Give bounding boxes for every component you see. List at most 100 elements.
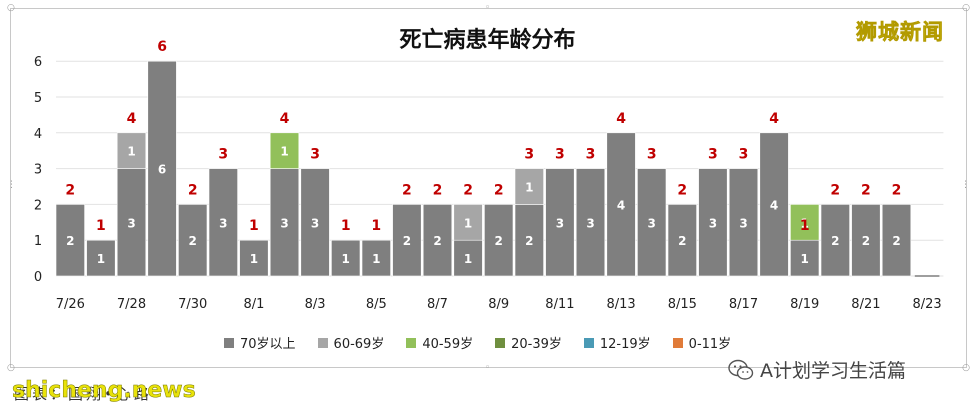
total-label: 2	[188, 182, 198, 198]
total-label: 4	[616, 111, 626, 127]
total-label: 4	[127, 111, 137, 127]
bar-segment	[86, 239, 116, 277]
bar-segment	[637, 168, 667, 277]
segment-label: 1	[801, 252, 809, 266]
bar-segment	[606, 132, 636, 277]
legend-label: 40-59岁	[422, 337, 474, 352]
resize-handle-left[interactable]: ⋮	[7, 180, 16, 190]
y-tick-label: 4	[34, 127, 42, 142]
resize-handle-bottom[interactable]: ◦	[485, 363, 491, 373]
x-tick-label: 8/17	[729, 297, 758, 312]
legend-label: 12-19岁	[599, 337, 651, 352]
segment-label: 1	[250, 252, 258, 266]
x-tick-label: 7/26	[56, 297, 85, 312]
legend-item: 40-59岁	[406, 333, 473, 352]
total-label: 3	[218, 147, 228, 163]
total-label: 3	[739, 147, 749, 163]
segment-label: 2	[678, 234, 686, 248]
total-label: 4	[280, 111, 290, 127]
resize-handle-right[interactable]: ⋮	[961, 180, 970, 190]
total-label: 2	[830, 182, 840, 198]
brand-logo: 狮城新闻	[856, 20, 944, 45]
total-label: 1	[341, 218, 351, 234]
x-tick-label: 8/7	[427, 297, 448, 312]
x-tick-label: 8/11	[545, 297, 574, 312]
resize-handle-bottom-right[interactable]: ○	[962, 363, 970, 373]
total-label: 6	[157, 39, 167, 55]
resize-handle-top-right[interactable]: ○	[962, 3, 970, 13]
segment-label: 3	[739, 216, 747, 230]
bar-segment	[331, 239, 361, 277]
chart-legend: 70岁以上 60-69岁 40-59岁 20-39岁 12-19岁 0-11岁	[224, 333, 731, 352]
bar-segment	[728, 168, 759, 277]
legend-item: 12-19岁	[583, 333, 651, 352]
x-tick-label: 7/28	[117, 297, 146, 312]
y-tick-label: 5	[34, 91, 42, 106]
y-tick-label: 3	[34, 163, 42, 178]
segment-label: 2	[892, 234, 900, 248]
segment-label: 1	[372, 252, 380, 266]
segment-label: 1	[280, 145, 288, 159]
legend-swatch	[317, 337, 328, 348]
bar-segment	[392, 204, 422, 277]
legend-label: 70岁以上	[240, 337, 296, 352]
x-tick-label: 8/21	[851, 297, 880, 312]
bar-segment	[545, 168, 575, 277]
bar-segment	[269, 168, 300, 277]
segment-label: 3	[127, 216, 135, 230]
bar-segment	[759, 132, 789, 277]
x-tick-label: 8/19	[790, 297, 819, 312]
legend-swatch	[672, 337, 683, 348]
total-label: 2	[861, 182, 871, 198]
y-tick-label: 2	[34, 198, 42, 213]
bar-segment	[208, 168, 238, 277]
total-label: 1	[96, 218, 106, 234]
segment-label: 3	[280, 216, 288, 230]
y-tick-label: 0	[34, 270, 42, 285]
segment-label: 1	[464, 216, 472, 230]
bar-segment	[269, 132, 300, 169]
x-tick-label: 8/13	[606, 297, 635, 312]
legend-item: 60-69岁	[317, 333, 385, 352]
x-tick-label: 8/23	[912, 297, 941, 312]
segment-label: 2	[831, 234, 839, 248]
x-tick-label: 8/1	[243, 297, 264, 312]
total-label: 2	[463, 182, 473, 198]
legend-swatch	[224, 337, 234, 348]
wechat-icon	[728, 359, 754, 380]
total-label: 3	[647, 147, 657, 163]
bar-segment	[116, 132, 147, 169]
bar-segment	[514, 204, 544, 277]
legend-swatch	[583, 337, 594, 348]
total-label: 2	[892, 182, 902, 198]
bar-segment	[422, 204, 453, 277]
total-label: 2	[65, 182, 75, 198]
legend-item: 20-39岁	[495, 333, 562, 352]
bar-segment	[361, 239, 391, 277]
bar-segment	[820, 204, 850, 277]
segment-label: 6	[158, 163, 166, 177]
legend-item: 70岁以上	[224, 333, 296, 352]
segment-label: 2	[495, 234, 503, 248]
x-tick-label: 7/30	[178, 297, 207, 312]
legend-swatch	[495, 337, 506, 348]
resize-handle-bottom-left[interactable]: ○	[7, 363, 15, 373]
legend-label: 60-69岁	[333, 337, 385, 352]
segment-label: 2	[66, 234, 74, 248]
segment-label: 3	[219, 216, 227, 230]
legend-label: 20-39岁	[511, 337, 562, 352]
segment-label: 1	[801, 216, 809, 230]
bar-segment	[881, 204, 912, 277]
resize-handle-top[interactable]: ◦	[485, 3, 491, 13]
resize-handle-top-left[interactable]: ○	[7, 3, 15, 13]
x-tick-label: 8/15	[668, 297, 697, 312]
wechat-account-name: A计划学习生活篇	[760, 360, 906, 382]
segment-label: 1	[342, 252, 350, 266]
total-label: 3	[310, 147, 320, 163]
chart-source: 图表：国翔•心路	[14, 385, 152, 403]
segment-label: 1	[464, 252, 472, 266]
chart-title: 死亡病患年龄分布	[399, 28, 576, 53]
bar-segment	[484, 204, 514, 277]
segment-label: 4	[770, 198, 778, 212]
